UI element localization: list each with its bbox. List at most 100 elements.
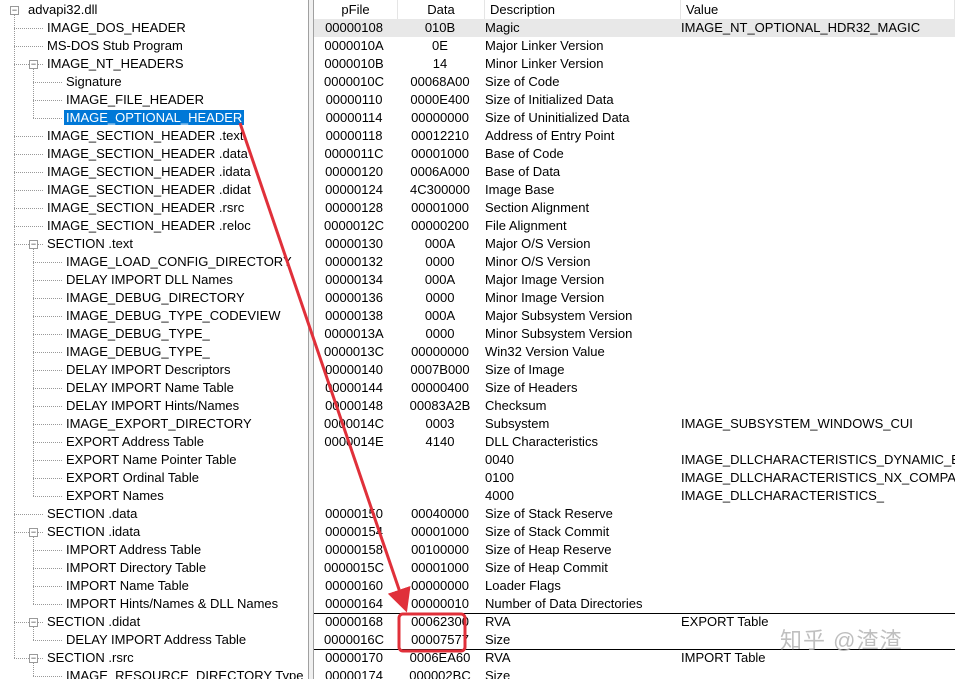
column-header-pfile[interactable]: pFile xyxy=(314,0,398,20)
tree-item-label: IMAGE_RESOURCE_DIRECTORY Type xyxy=(66,668,304,679)
table-row[interactable]: 00000148 00083A2B Checksum xyxy=(314,397,955,415)
collapse-icon[interactable]: − xyxy=(29,653,38,663)
table-row[interactable]: 0000010A 0E Major Linker Version xyxy=(314,37,955,55)
table-row[interactable]: 0000015C 00001000 Size of Heap Commit xyxy=(314,559,955,577)
tree-item[interactable]: IMAGE_DOS_HEADER xyxy=(45,19,188,37)
tree-item[interactable]: IMAGE_SECTION_HEADER .data xyxy=(45,145,250,163)
table-row[interactable]: 00000138 000A Major Subsystem Version xyxy=(314,307,955,325)
tree-item[interactable]: IMAGE_LOAD_CONFIG_DIRECTORY xyxy=(64,253,294,271)
tree-item[interactable]: IMAGE_RESOURCE_DIRECTORY Type xyxy=(64,667,305,679)
tree-item[interactable]: IMAGE_EXPORT_DIRECTORY xyxy=(64,415,254,433)
tree-item[interactable]: IMPORT Hints/Names & DLL Names xyxy=(64,595,280,613)
tree-item[interactable]: SECTION .rsrc xyxy=(45,649,136,667)
tree-item[interactable]: SECTION .didat xyxy=(45,613,142,631)
tree-connector xyxy=(33,262,62,263)
table-row[interactable]: 00000140 0007B000 Size of Image xyxy=(314,361,955,379)
table-row[interactable]: 00000128 00001000 Section Alignment xyxy=(314,199,955,217)
table-row[interactable]: 0040 IMAGE_DLLCHARACTERISTICS_DYNAMIC_B xyxy=(314,451,955,469)
collapse-icon[interactable]: − xyxy=(29,239,38,249)
tree-item[interactable]: DELAY IMPORT DLL Names xyxy=(64,271,235,289)
tree-item[interactable]: EXPORT Name Pointer Table xyxy=(64,451,239,469)
collapse-icon[interactable]: − xyxy=(29,527,38,537)
tree-item[interactable]: MS-DOS Stub Program xyxy=(45,37,185,55)
tree-item[interactable]: IMAGE_SECTION_HEADER .idata xyxy=(45,163,253,181)
tree-connector xyxy=(14,46,43,47)
table-row[interactable]: 0000014E 4140 DLL Characteristics xyxy=(314,433,955,451)
table-row[interactable]: 00000160 00000000 Loader Flags xyxy=(314,577,955,595)
table-row[interactable]: 4000 IMAGE_DLLCHARACTERISTICS_ xyxy=(314,487,955,505)
tree-item[interactable]: IMAGE_SECTION_HEADER .text xyxy=(45,127,246,145)
cell-data: 0003 xyxy=(425,416,455,431)
table-row[interactable]: 00000158 00100000 Size of Heap Reserve xyxy=(314,541,955,559)
table-row[interactable]: 00000118 00012210 Address of Entry Point xyxy=(314,127,955,145)
collapse-icon[interactable]: − xyxy=(10,5,19,15)
column-header-value[interactable]: Value xyxy=(681,0,955,20)
cell-pfile: 0000015C xyxy=(324,560,384,575)
table-row[interactable]: 00000164 00000010 Number of Data Directori… xyxy=(314,595,955,613)
tree-item[interactable]: IMAGE_FILE_HEADER xyxy=(64,91,206,109)
collapse-icon[interactable]: − xyxy=(29,59,38,69)
tree-item[interactable]: IMAGE_DEBUG_TYPE_ xyxy=(64,325,212,343)
table-row[interactable]: 0000010B 14 Minor Linker Version xyxy=(314,55,955,73)
table-row[interactable]: 00000136 0000 Minor Image Version xyxy=(314,289,955,307)
column-header-description[interactable]: Description xyxy=(485,0,681,20)
tree-item[interactable]: SECTION .data xyxy=(45,505,139,523)
table-row[interactable]: 00000144 00000400 Size of Headers xyxy=(314,379,955,397)
tree-item[interactable]: EXPORT Ordinal Table xyxy=(64,469,201,487)
table-row[interactable]: 0100 IMAGE_DLLCHARACTERISTICS_NX_COMPAT xyxy=(314,469,955,487)
tree-item[interactable]: DELAY IMPORT Address Table xyxy=(64,631,248,649)
cell-pfile: 00000138 xyxy=(325,308,383,323)
tree-item[interactable]: DELAY IMPORT Hints/Names xyxy=(64,397,241,415)
tree-item[interactable]: EXPORT Address Table xyxy=(64,433,206,451)
table-row[interactable]: 00000134 000A Major Image Version xyxy=(314,271,955,289)
table-row[interactable]: 00000132 0000 Minor O/S Version xyxy=(314,253,955,271)
table-row[interactable]: 00000130 000A Major O/S Version xyxy=(314,235,955,253)
cell-description: Major Subsystem Version xyxy=(485,308,633,323)
tree-item[interactable]: SECTION .idata xyxy=(45,523,142,541)
tree-item-label: IMPORT Hints/Names & DLL Names xyxy=(66,596,279,611)
tree-item[interactable]: IMAGE_DEBUG_TYPE_CODEVIEW xyxy=(64,307,283,325)
table-row[interactable]: 00000110 0000E400 Size of Initialized Data xyxy=(314,91,955,109)
tree-item[interactable]: IMAGE_SECTION_HEADER .reloc xyxy=(45,217,253,235)
tree-item[interactable]: Signature xyxy=(64,73,124,91)
tree-item[interactable]: SECTION .text xyxy=(45,235,135,253)
tree-item[interactable]: IMAGE_OPTIONAL_HEADER xyxy=(62,109,246,127)
cell-data: 00068A00 xyxy=(410,74,470,89)
tree-item[interactable]: IMAGE_SECTION_HEADER .didat xyxy=(45,181,253,199)
table-row[interactable]: 00000150 00040000 Size of Stack Reserve xyxy=(314,505,955,523)
table-row[interactable]: 0000011C 00001000 Base of Code xyxy=(314,145,955,163)
cell-pfile: 00000144 xyxy=(325,380,383,395)
table-row[interactable]: 00000154 00001000 Size of Stack Commit xyxy=(314,523,955,541)
collapse-icon[interactable]: − xyxy=(29,617,38,627)
tree-item[interactable]: IMAGE_NT_HEADERS xyxy=(45,55,186,73)
tree-connector xyxy=(33,82,62,83)
column-header-data[interactable]: Data xyxy=(398,0,485,20)
tree-item[interactable]: DELAY IMPORT Descriptors xyxy=(64,361,232,379)
tree-item[interactable]: DELAY IMPORT Name Table xyxy=(64,379,236,397)
tree-item[interactable]: IMAGE_DEBUG_DIRECTORY xyxy=(64,289,247,307)
section-tree[interactable]: advapi32.dll − IMAGE_DOS_HEADER MS-DOS Stub… xyxy=(0,0,308,679)
table-row[interactable]: 0000013C 00000000 Win32 Version Value xyxy=(314,343,955,361)
table-row[interactable]: 0000013A 0000 Minor Subsystem Version xyxy=(314,325,955,343)
tree-item[interactable]: IMPORT Directory Table xyxy=(64,559,208,577)
table-row[interactable]: 00000108 010B Magic IMAGE_NT_OPTIONAL_HDR32… xyxy=(314,19,955,37)
table-row[interactable]: 00000124 4C300000 Image Base xyxy=(314,181,955,199)
tree-item[interactable]: IMPORT Name Table xyxy=(64,577,191,595)
table-row[interactable]: 0000014C 0003 Subsystem IMAGE_SUBSYSTEM_WIN… xyxy=(314,415,955,433)
tree-item[interactable]: IMAGE_SECTION_HEADER .rsrc xyxy=(45,199,246,217)
table-row[interactable]: 00000120 0006A000 Base of Data xyxy=(314,163,955,181)
table-row[interactable]: 0000010C 00068A00 Size of Code xyxy=(314,73,955,91)
tree-item-label: MS-DOS Stub Program xyxy=(47,38,183,53)
cell-description: Address of Entry Point xyxy=(485,128,615,143)
tree-connector xyxy=(14,622,43,623)
table-row[interactable]: 00000170 0006EA60 RVA IMPORT Table xyxy=(314,649,955,667)
tree-item[interactable]: IMPORT Address Table xyxy=(64,541,203,559)
cell-pfile: 00000170 xyxy=(325,650,383,665)
tree-item[interactable]: advapi32.dll xyxy=(26,1,99,19)
table-row[interactable]: 00000114 00000000 Size of Uninitialized Da… xyxy=(314,109,955,127)
table-row[interactable]: 0000012C 00000200 File Alignment xyxy=(314,217,955,235)
tree-item[interactable]: IMAGE_DEBUG_TYPE_ xyxy=(64,343,212,361)
tree-item[interactable]: EXPORT Names xyxy=(64,487,166,505)
table-row[interactable]: 00000174 000002BC Size xyxy=(314,667,955,679)
field-list[interactable]: pFile Data Description Value 00000108 010… xyxy=(314,0,955,679)
